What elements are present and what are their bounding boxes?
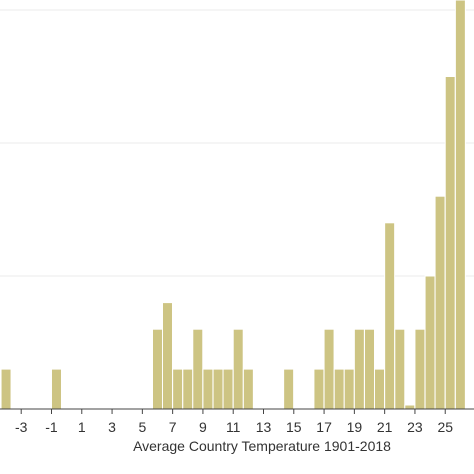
histogram-bar: [414, 328, 426, 410]
grid-lines: [0, 9, 474, 277]
x-tick-label: 13: [256, 419, 272, 435]
histogram-bar: [343, 368, 355, 410]
histogram-bar: [323, 328, 335, 410]
x-tick-label: 1: [78, 419, 86, 435]
x-tick-label: 23: [407, 419, 423, 435]
x-tick-label: 21: [377, 419, 393, 435]
histogram-bar: [353, 328, 365, 410]
histogram-bar: [151, 328, 163, 410]
histogram-bars: [0, 0, 466, 410]
histogram-bar: [172, 368, 184, 410]
histogram-bar: [192, 328, 204, 410]
histogram-bar: [454, 0, 466, 410]
histogram-bar: [202, 368, 214, 410]
histogram-bar: [182, 368, 194, 410]
histogram-bar: [313, 368, 325, 410]
x-tick-label: -1: [45, 419, 58, 435]
histogram-bar: [364, 328, 376, 410]
x-tick-label: 17: [316, 419, 332, 435]
histogram-bar: [161, 302, 173, 410]
histogram-bar: [0, 368, 12, 410]
histogram-bar: [242, 368, 254, 410]
x-tick-label: 7: [169, 419, 177, 435]
x-tick-label: 25: [437, 419, 453, 435]
histogram-bar: [434, 195, 446, 410]
x-tick-label: 15: [286, 419, 302, 435]
x-tick-label: 19: [347, 419, 363, 435]
histogram-bar: [212, 368, 224, 410]
x-axis-ticks: -3 -1 1 3 5 7 9 11 13 15 17 19 21 23 25: [15, 409, 453, 435]
histogram-bar: [444, 76, 456, 410]
histogram-bar: [404, 404, 416, 410]
histogram-bar: [283, 368, 295, 410]
histogram-bar: [374, 368, 386, 410]
histogram-bar: [222, 368, 234, 410]
histogram-bar: [424, 275, 436, 410]
x-tick-label: 9: [199, 419, 207, 435]
x-axis-title: Average Country Temperature 1901-2018: [133, 438, 391, 454]
histogram-bar: [384, 222, 396, 410]
x-tick-label: 5: [138, 419, 146, 435]
x-tick-label: 11: [226, 419, 241, 435]
histogram-bar: [333, 368, 345, 410]
x-tick-label: 3: [108, 419, 116, 435]
histogram-bar: [50, 368, 62, 410]
histogram-bar: [232, 328, 244, 410]
histogram-bar: [394, 328, 406, 410]
x-tick-label: -3: [15, 419, 28, 435]
